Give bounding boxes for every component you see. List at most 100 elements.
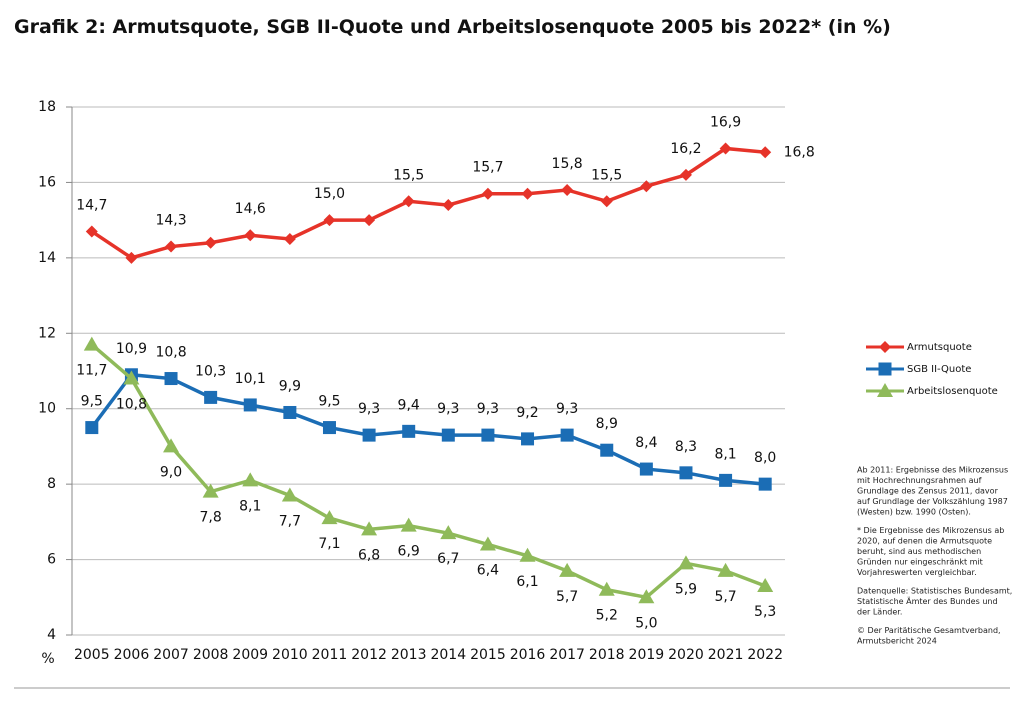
marker (441, 428, 455, 442)
legend-label: SGB II-Quote (907, 364, 971, 375)
x-tick-label: 2005 (74, 647, 110, 663)
marker (361, 521, 378, 536)
marker (719, 473, 733, 487)
marker (242, 472, 259, 487)
value-label: 10,8 (116, 397, 147, 413)
series-line (90, 146, 766, 260)
x-tick-label: 2011 (312, 647, 348, 663)
note-text: Vorjahreswerten vergleichbar. (857, 568, 977, 577)
x-tick-label: 2022 (747, 647, 783, 663)
value-label: 6,7 (437, 551, 459, 567)
marker (600, 195, 613, 208)
marker (600, 443, 614, 457)
value-label: 7,8 (200, 510, 222, 526)
marker (165, 240, 178, 253)
value-label: 6,9 (398, 544, 420, 560)
value-label: 5,0 (635, 615, 657, 631)
marker (677, 555, 694, 570)
marker (322, 421, 336, 435)
value-label: 8,1 (714, 446, 736, 462)
value-label: 16,2 (670, 141, 701, 157)
marker (281, 487, 298, 502)
marker (164, 372, 178, 386)
y-tick-label: 8 (47, 476, 56, 492)
marker (400, 517, 417, 532)
marker (481, 187, 494, 200)
marker (163, 438, 180, 453)
marker (561, 183, 574, 196)
value-label: 9,5 (318, 394, 340, 410)
value-label: 14,7 (76, 197, 107, 213)
value-label: 7,1 (318, 536, 340, 552)
x-tick-label: 2018 (589, 647, 625, 663)
marker (481, 428, 495, 442)
value-label: 15,0 (314, 186, 345, 202)
value-label: 9,4 (398, 397, 420, 413)
marker (879, 341, 891, 353)
note-text: * Die Ergebnisse des Mikrozensus ab (857, 526, 1004, 535)
x-tick-label: 2017 (549, 647, 585, 663)
value-label: 8,3 (675, 439, 697, 455)
value-label: 9,9 (279, 378, 301, 394)
value-label: 15,7 (472, 160, 503, 176)
x-tick-label: 2019 (629, 647, 665, 663)
marker (679, 168, 692, 181)
value-label: 5,7 (556, 589, 578, 605)
marker (202, 483, 219, 498)
legend-label: Arbeitslosenquote (907, 386, 998, 397)
y-unit: % (41, 651, 54, 667)
value-label: 5,3 (754, 604, 776, 620)
value-label: 11,7 (76, 363, 107, 379)
marker (679, 466, 693, 480)
marker (521, 432, 535, 446)
value-label: 9,3 (358, 401, 380, 417)
marker (204, 390, 218, 404)
value-label: 14,6 (235, 201, 266, 217)
note-text: Armutsbericht 2024 (857, 637, 937, 646)
marker (559, 562, 576, 577)
note-text: © Der Paritätische Gesamtverband, (857, 626, 1001, 635)
note-text: der Länder. (857, 608, 902, 617)
marker (440, 525, 457, 540)
x-tick-label: 2007 (153, 647, 189, 663)
marker (204, 236, 217, 249)
marker (243, 398, 257, 412)
marker (877, 383, 893, 397)
marker (759, 146, 772, 159)
marker (640, 180, 653, 193)
marker (83, 336, 100, 351)
value-label: 10,1 (235, 371, 266, 387)
value-label: 15,5 (393, 167, 424, 183)
value-label: 9,3 (556, 401, 578, 417)
value-label: 6,4 (477, 562, 499, 578)
marker (362, 428, 376, 442)
y-tick-label: 16 (38, 174, 56, 190)
marker (598, 581, 615, 596)
x-tick-label: 2006 (114, 647, 150, 663)
marker (363, 214, 376, 227)
value-label: 7,7 (279, 513, 301, 529)
marker (85, 421, 99, 435)
note-text: 2020, auf denen die Armutsquote (857, 537, 992, 546)
marker (123, 370, 140, 385)
value-label: 5,9 (675, 581, 697, 597)
value-label: 10,3 (195, 363, 226, 379)
value-label: 6,1 (516, 574, 538, 590)
x-tick-label: 2010 (272, 647, 308, 663)
value-label: 9,3 (437, 401, 459, 417)
x-tick-label: 2008 (193, 647, 229, 663)
y-tick-label: 12 (38, 325, 56, 341)
x-tick-label: 2013 (391, 647, 427, 663)
value-label: 15,5 (591, 167, 622, 183)
marker (321, 510, 338, 525)
marker (521, 187, 534, 200)
marker (638, 589, 655, 604)
note-text: Grundlage des Zensus 2011, davor (857, 487, 999, 496)
value-label: 10,9 (116, 341, 147, 357)
marker (85, 225, 98, 238)
value-label: 9,2 (516, 405, 538, 421)
marker (442, 199, 455, 212)
x-tick-label: 2016 (510, 647, 546, 663)
x-tick-label: 2014 (430, 647, 466, 663)
